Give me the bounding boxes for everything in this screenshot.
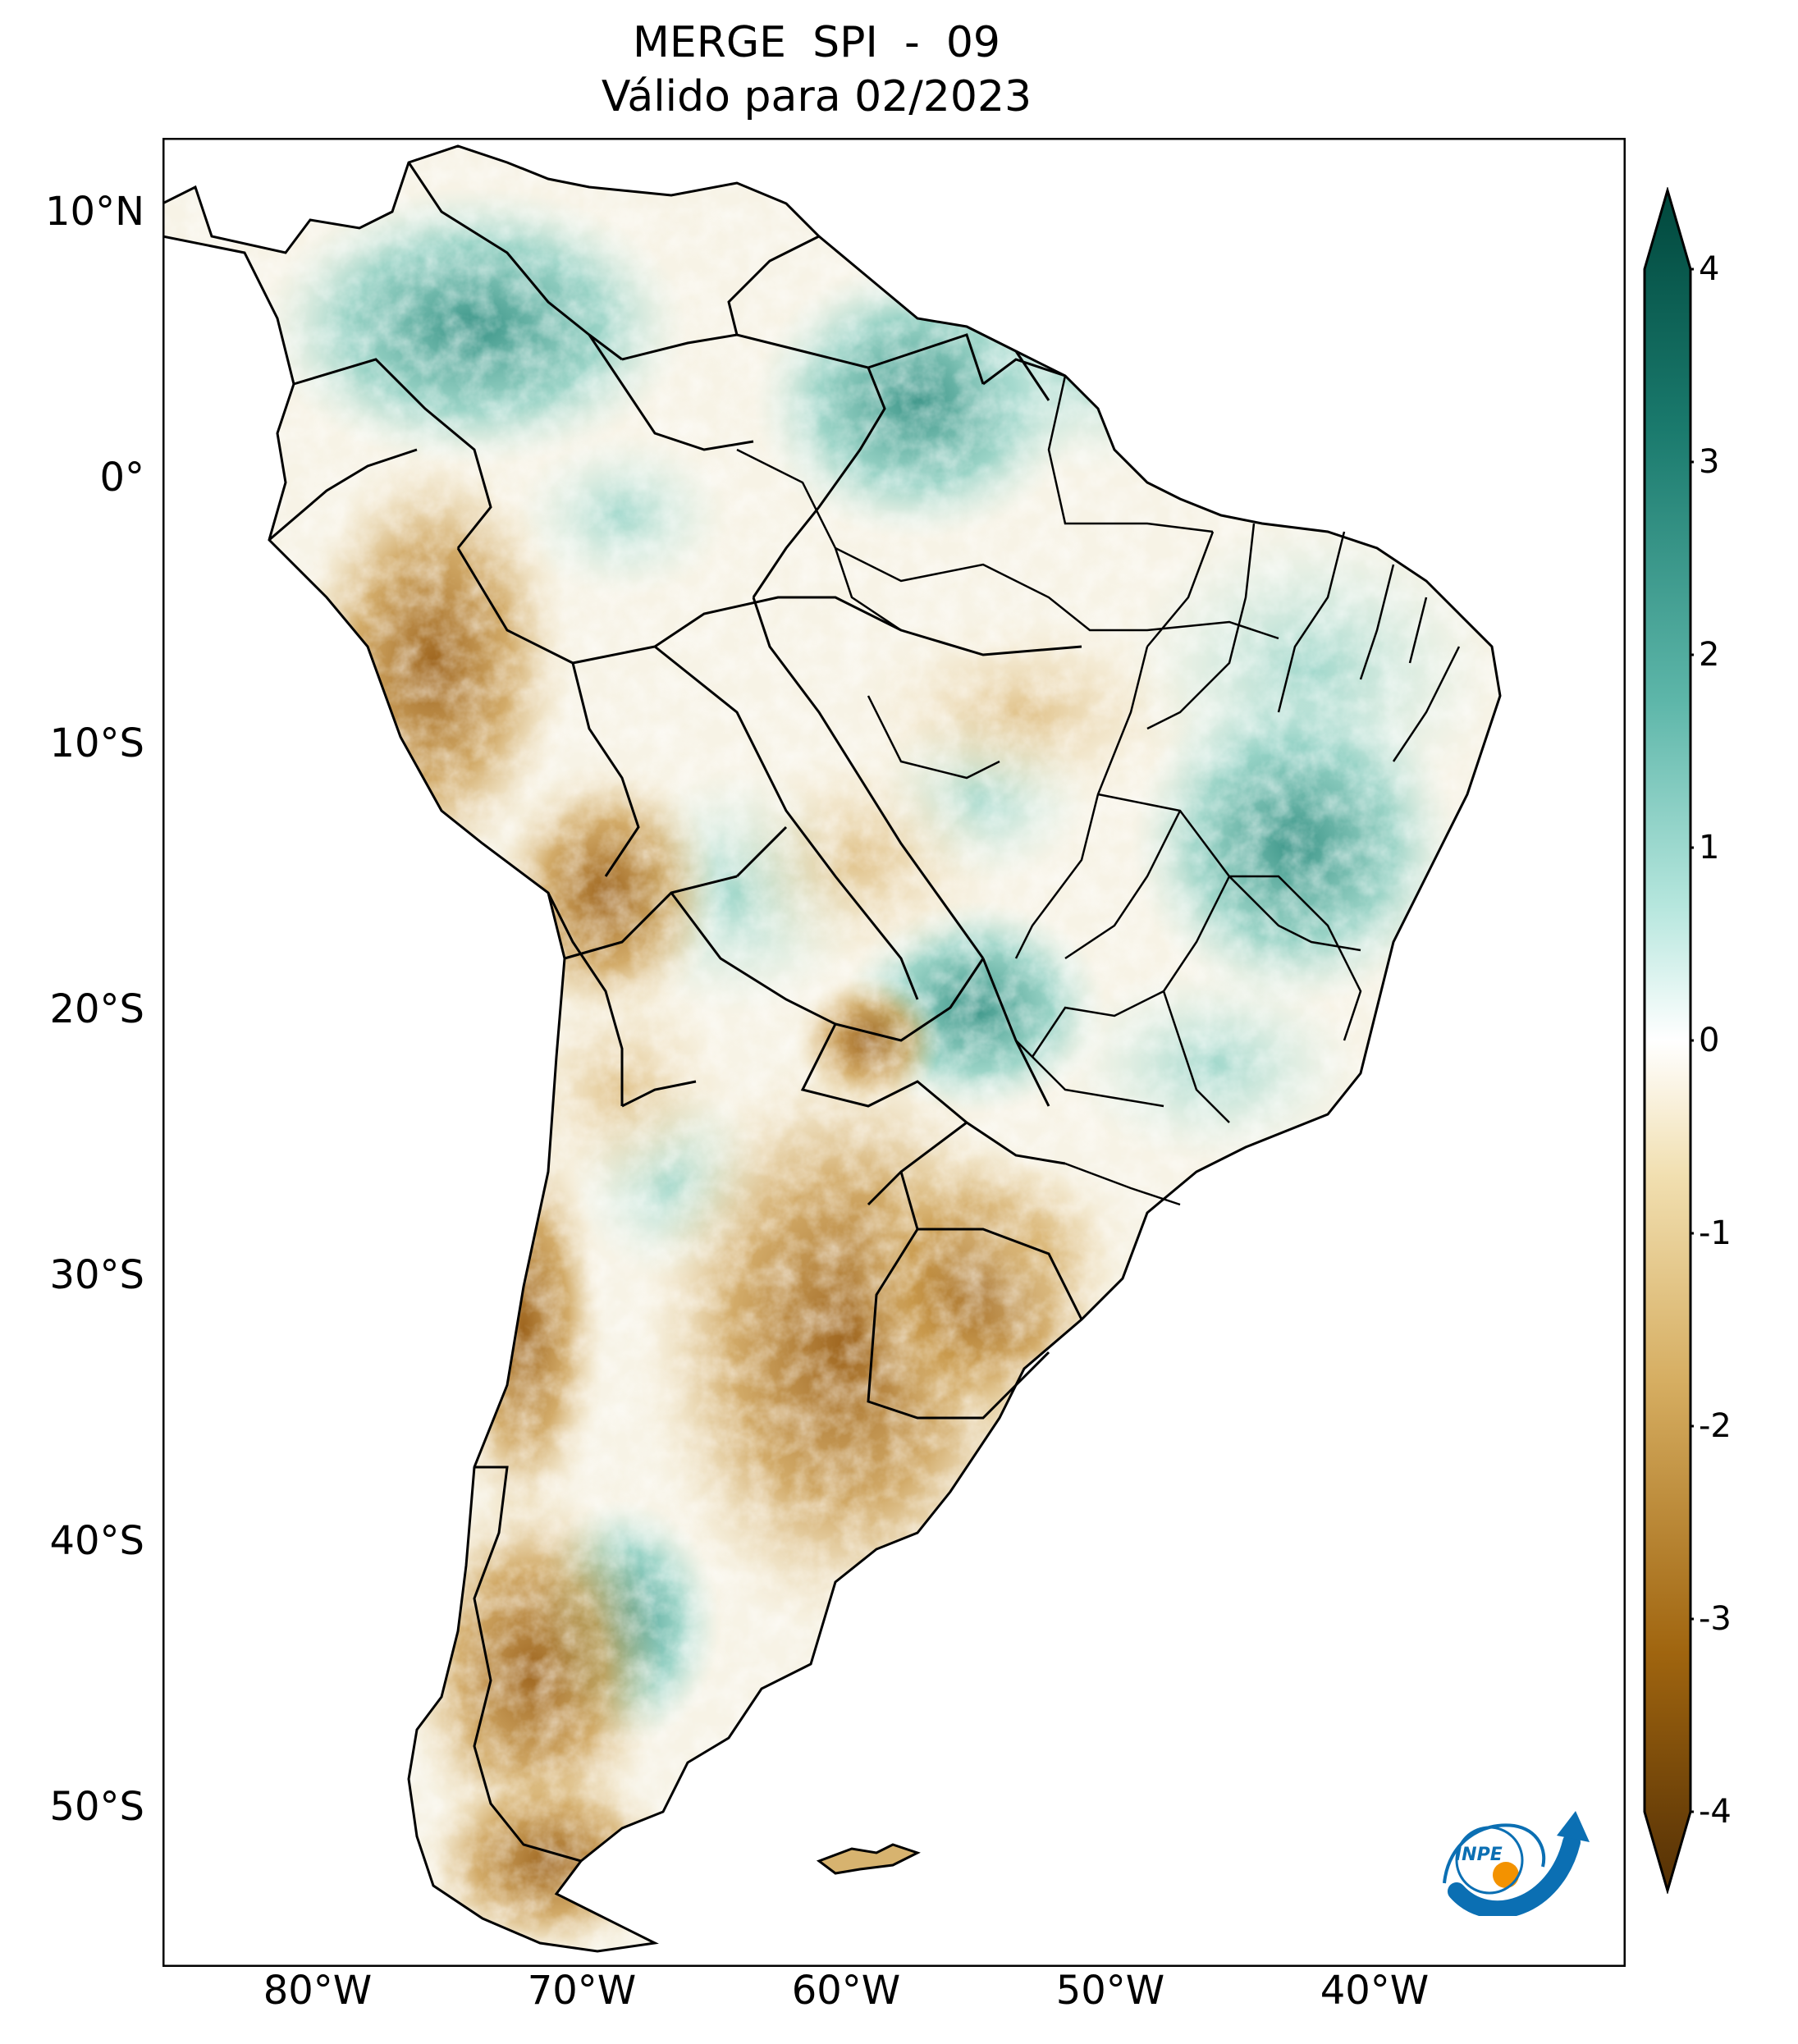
- longitude-label: 60°W: [791, 1968, 901, 2014]
- latitude-label: 10°S: [49, 720, 144, 766]
- longitude-label: 50°W: [1055, 1968, 1165, 2014]
- colorbar-tick-label: 4: [1699, 250, 1720, 288]
- colorbar-tick-label: -4: [1699, 1793, 1732, 1831]
- inpe-logo: INPE: [1443, 1811, 1590, 1916]
- colorbar-tick-label: 1: [1699, 829, 1720, 867]
- colorbar-scale: [1643, 187, 1692, 1894]
- falkland-islands: [816, 1843, 921, 1875]
- longitude-label: 70°W: [527, 1968, 637, 2014]
- latitude-label: 30°S: [49, 1252, 144, 1298]
- latitude-label: 0°: [99, 455, 144, 501]
- colorbar-ticks: [1690, 268, 1694, 1813]
- colorbar-tick-label: -3: [1699, 1600, 1732, 1638]
- colorbar-tick-label: -2: [1699, 1407, 1732, 1445]
- colorbar-tick-label: 3: [1699, 443, 1720, 481]
- map-subtitle: Válido para 02/2023: [601, 72, 1032, 121]
- latitude-label: 10°N: [45, 189, 144, 235]
- country-borders: [268, 162, 1083, 1863]
- longitude-label: 80°W: [263, 1968, 373, 2014]
- latitude-label: 20°S: [49, 986, 144, 1032]
- inpe-logo-text: INPE: [1455, 1845, 1503, 1865]
- colorbar-tick-label: 2: [1699, 636, 1720, 674]
- latitude-label: 40°S: [49, 1518, 144, 1564]
- longitude-label: 40°W: [1320, 1968, 1430, 2014]
- colorbar: [1643, 187, 1694, 1894]
- state-borders: [736, 375, 1461, 1206]
- latitude-label: 50°S: [49, 1784, 144, 1830]
- colorbar-tick-label: 0: [1699, 1022, 1720, 1059]
- map-title: MERGE SPI - 09: [632, 18, 1001, 67]
- colorbar-tick-label: -1: [1699, 1214, 1732, 1252]
- map-panel: [162, 138, 1626, 1967]
- map-border: [162, 138, 1626, 1967]
